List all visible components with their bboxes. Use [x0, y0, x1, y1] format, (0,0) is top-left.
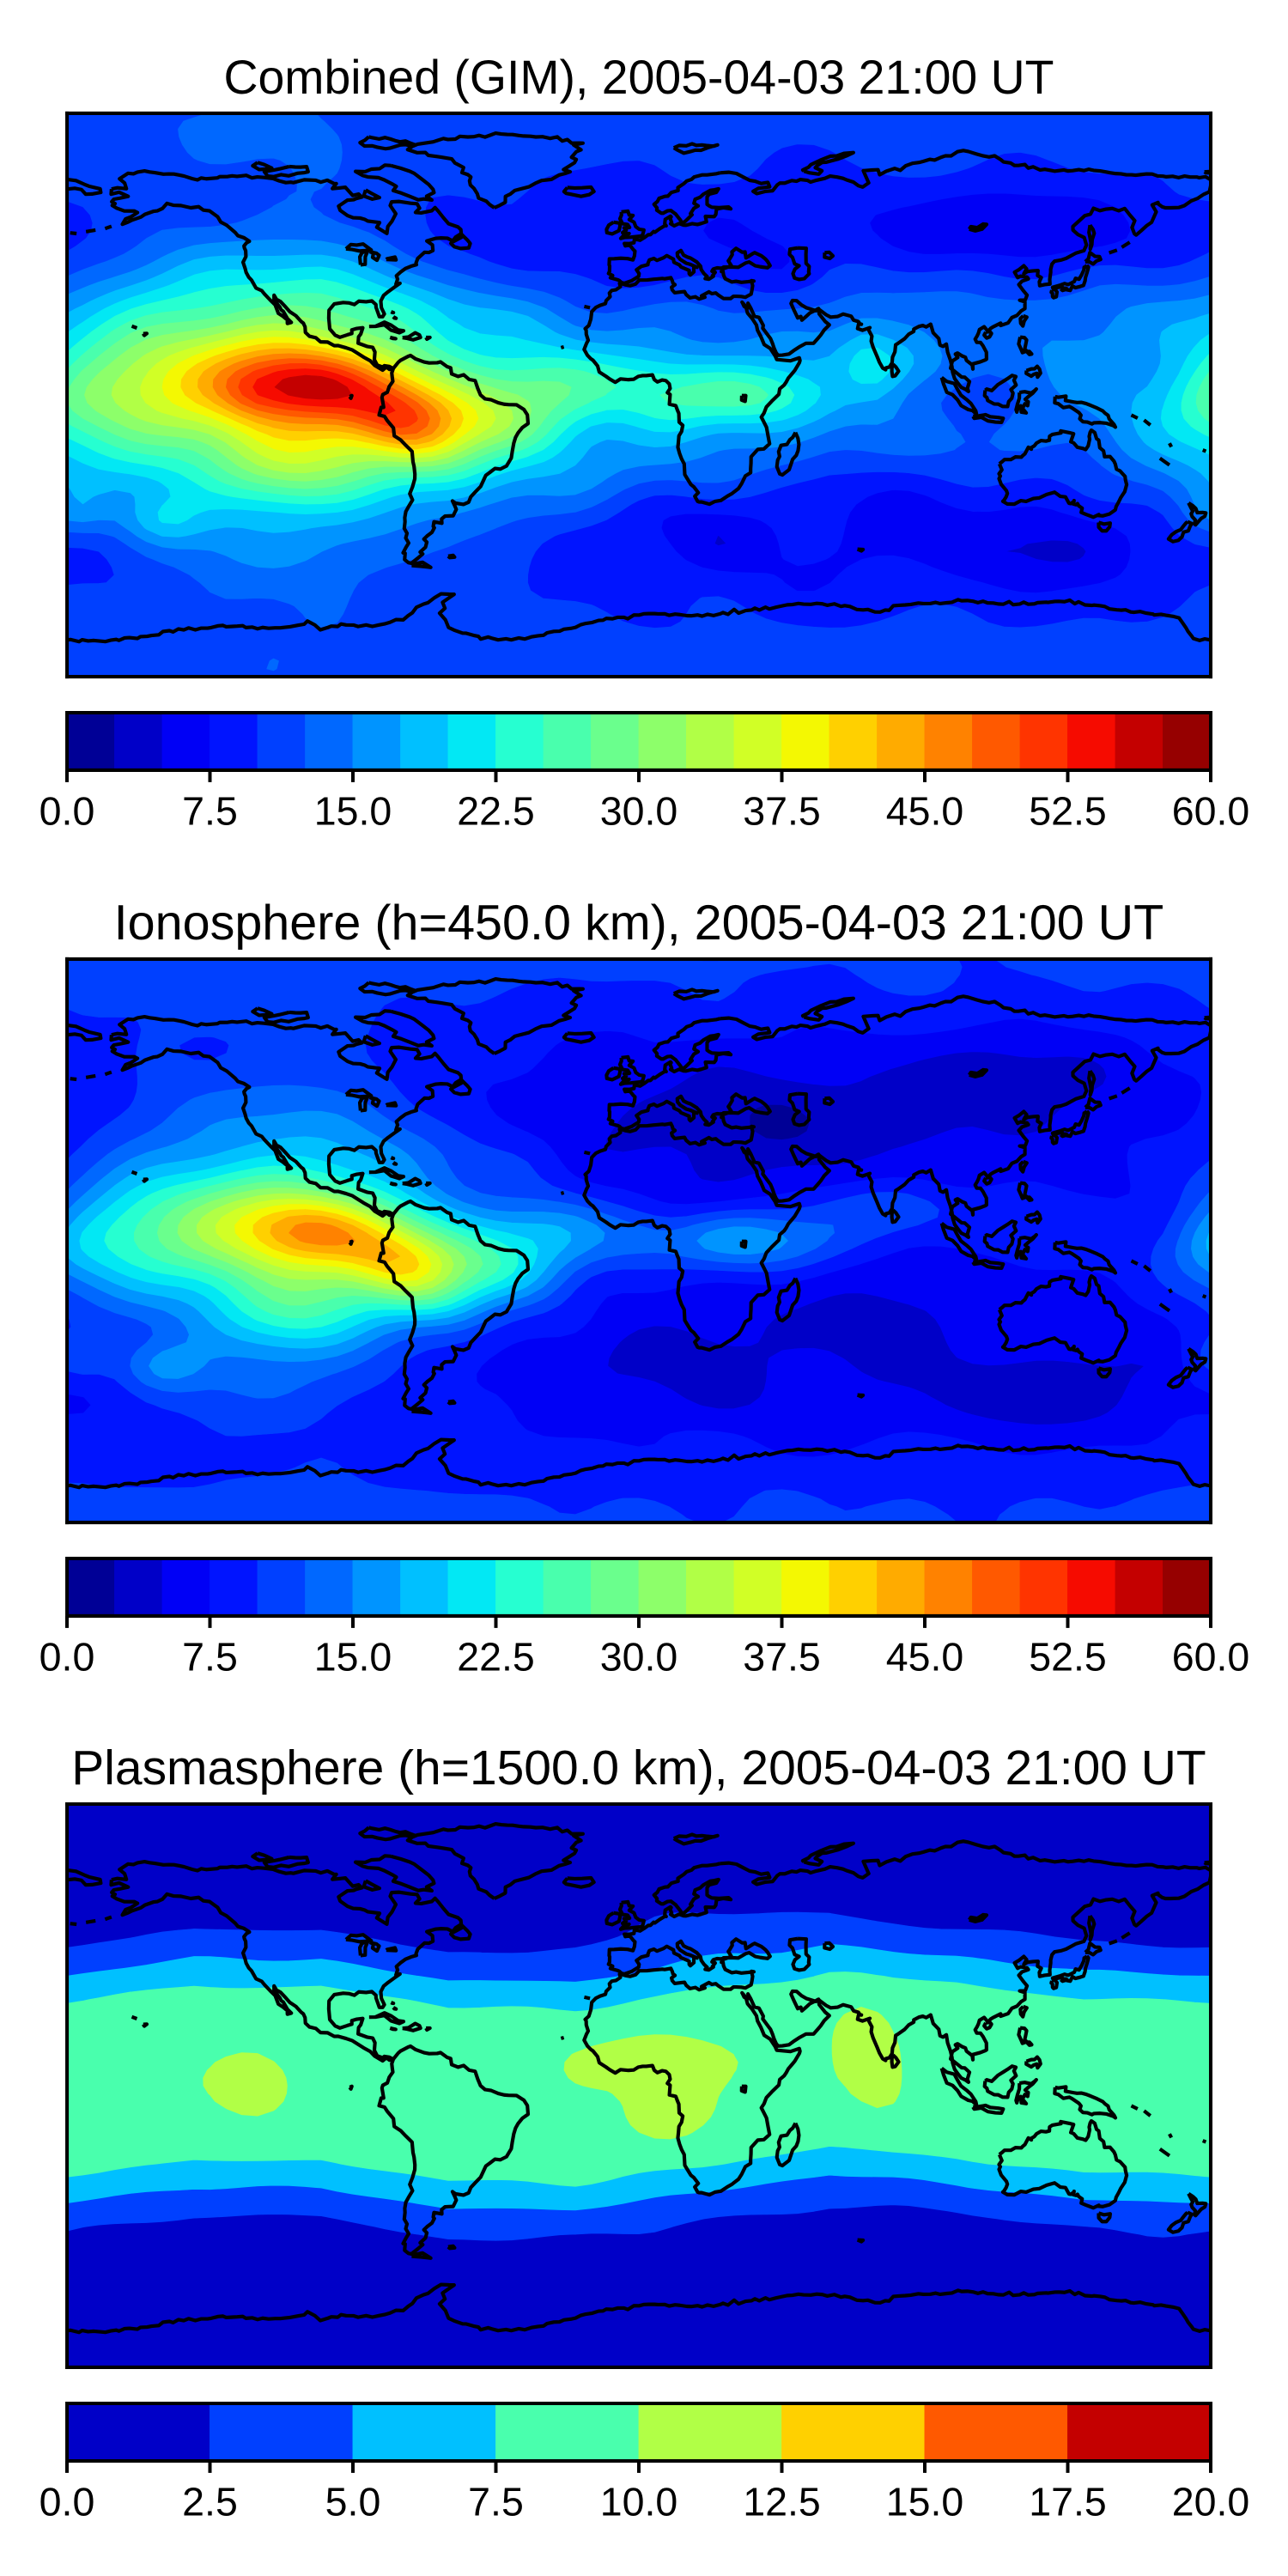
svg-text:45.0: 45.0: [886, 789, 964, 834]
svg-text:17.5: 17.5: [1029, 2480, 1107, 2524]
svg-text:15.0: 15.0: [886, 2480, 964, 2524]
svg-text:10.0: 10.0: [600, 2480, 678, 2524]
svg-text:7.5: 7.5: [182, 789, 238, 834]
svg-text:52.5: 52.5: [1029, 789, 1107, 834]
svg-text:Ionosphere (h=450.0 km), 2005: Ionosphere (h=450.0 km), 2005-04-03 21:0…: [114, 896, 1164, 951]
svg-text:60.0: 60.0: [1172, 789, 1250, 834]
svg-text:Combined (GIM), 2005-04-03 21:: Combined (GIM), 2005-04-03 21:00 UT: [223, 51, 1054, 104]
svg-text:60.0: 60.0: [1172, 1635, 1250, 1680]
svg-text:7.5: 7.5: [182, 1635, 238, 1680]
svg-text:52.5: 52.5: [1029, 1635, 1107, 1680]
svg-text:Plasmasphere (h=1500.0 km), 20: Plasmasphere (h=1500.0 km), 2005-04-03 2…: [71, 1741, 1206, 1795]
svg-text:30.0: 30.0: [600, 789, 678, 834]
svg-text:7.5: 7.5: [468, 2480, 524, 2524]
svg-text:5.0: 5.0: [325, 2480, 381, 2524]
svg-text:2.5: 2.5: [182, 2480, 238, 2524]
svg-text:37.5: 37.5: [743, 789, 821, 834]
svg-text:22.5: 22.5: [457, 1635, 535, 1680]
svg-text:0.0: 0.0: [39, 1635, 95, 1680]
svg-text:45.0: 45.0: [886, 1635, 964, 1680]
svg-text:20.0: 20.0: [1172, 2480, 1250, 2524]
svg-text:0.0: 0.0: [39, 2480, 95, 2524]
svg-text:0.0: 0.0: [39, 789, 95, 834]
svg-text:37.5: 37.5: [743, 1635, 821, 1680]
svg-text:15.0: 15.0: [314, 1635, 392, 1680]
svg-text:15.0: 15.0: [314, 789, 392, 834]
svg-text:12.5: 12.5: [743, 2480, 821, 2524]
svg-text:22.5: 22.5: [457, 789, 535, 834]
svg-text:30.0: 30.0: [600, 1635, 678, 1680]
